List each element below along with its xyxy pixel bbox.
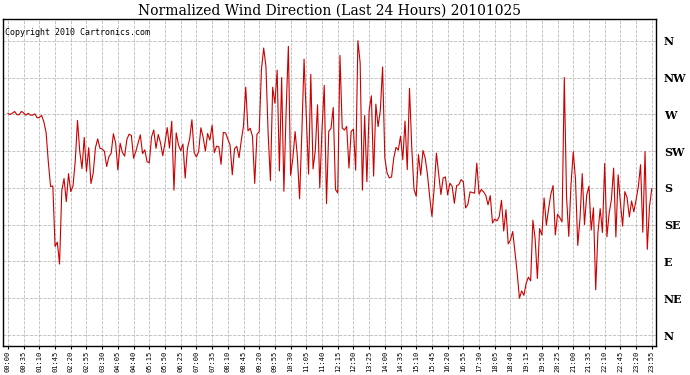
Title: Normalized Wind Direction (Last 24 Hours) 20101025: Normalized Wind Direction (Last 24 Hours… [139,3,522,18]
Text: Copyright 2010 Cartronics.com: Copyright 2010 Cartronics.com [6,28,150,38]
